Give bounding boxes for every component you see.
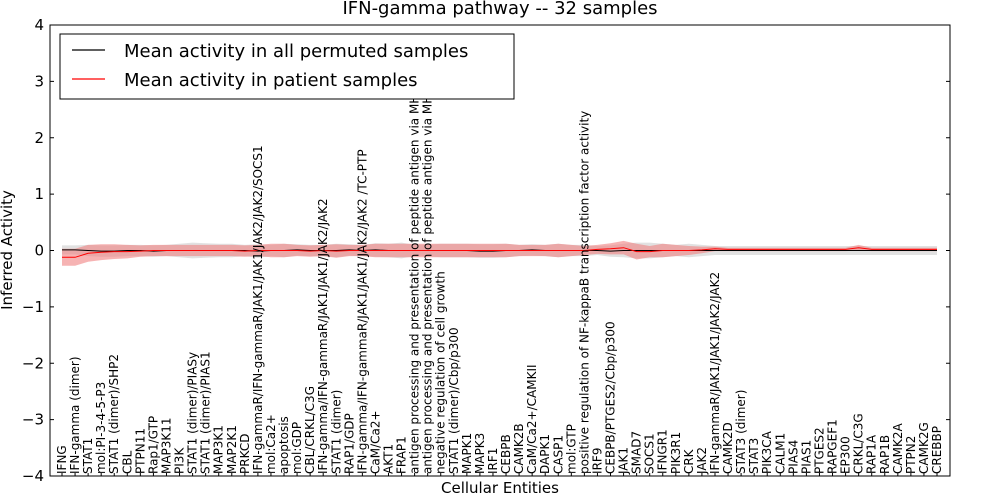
x-tick-label: MAPK1 xyxy=(460,433,474,474)
confidence-bands xyxy=(62,240,937,266)
x-tick-label: STAT1 (dimer) xyxy=(329,390,343,474)
x-tick-label: RAP1/GDP xyxy=(342,413,356,474)
x-tick-label: PIAS1 xyxy=(799,440,813,474)
x-tick-label: apoptosis xyxy=(277,416,291,474)
x-tick-label: PTGES2 xyxy=(813,427,827,474)
x-tick-label: PIK3R1 xyxy=(669,432,683,474)
x-tick-label: RAP1B xyxy=(878,435,892,474)
x-tick-label: MAP2K1 xyxy=(225,425,239,474)
x-tick-label: IRF9 xyxy=(590,448,604,474)
x-tick-label: FRAP1 xyxy=(395,436,409,474)
x-tick-label: mol:GTP xyxy=(564,424,578,474)
x-tick-label: PTPN2 xyxy=(904,436,918,474)
x-tick-label: CALM1 xyxy=(773,433,787,474)
x-tick-label: positive regulation of NF-kappaB transcr… xyxy=(577,111,591,474)
x-tick-label: CAMK2B xyxy=(512,423,526,474)
x-tick-label: STAT1 (dimer)/Cbp/p300 xyxy=(447,327,461,474)
x-tick-label: SOCS1 xyxy=(643,433,657,474)
legend: Mean activity in all permuted samples Me… xyxy=(59,33,515,100)
x-tick-label: EP300 xyxy=(839,436,853,474)
x-tick-label: PTPN11 xyxy=(133,428,147,474)
x-tick-label: AKT1 xyxy=(382,444,396,474)
x-tick-label: IFN-gammaR/JAK1/JAK1/JAK2/JAK2 xyxy=(708,272,722,474)
x-tick-label: CEBPB/PTGES2/Cbp/p300 xyxy=(604,321,618,474)
y-tick-label: 4 xyxy=(34,16,44,34)
x-tick-label: CREBBP xyxy=(930,426,944,474)
x-tick-label: CASP1 xyxy=(551,435,565,474)
x-tick-label: STAT1 (dimer)/PIAS1 xyxy=(199,351,213,474)
x-tick-label: IFNGR1 xyxy=(656,429,670,474)
x-tick-label: CAMK2A xyxy=(891,423,905,474)
x-tick-label: mol:Ca2+ xyxy=(264,414,278,474)
x-tick-label: MAP3K1 xyxy=(212,425,226,474)
x-tick-label: PIK3CA xyxy=(760,430,774,474)
x-tick-label: IFNG xyxy=(55,445,69,474)
x-tick-label: CAMK2D xyxy=(721,422,735,474)
y-tick-label: −2 xyxy=(22,354,44,372)
x-tick-label: CaM/Ca2+ xyxy=(368,410,382,474)
x-tick-label: MAP3K11 xyxy=(160,417,174,474)
x-tick-label: RAPGEF1 xyxy=(826,419,840,474)
x-tick-label: IFN-gamma/IFN-gammaR/JAK1/JAK1/JAK2/JAK2… xyxy=(355,149,369,474)
chart-title: IFN-gamma pathway -- 32 samples xyxy=(342,0,657,19)
x-tick-label: STAT3 xyxy=(747,438,761,474)
x-tick-label: STAT1 (dimer)/PIASy xyxy=(186,352,200,474)
y-tick-label: 0 xyxy=(34,242,44,260)
x-tick-label: Rap1/GTP xyxy=(146,416,160,474)
x-tick-label: PRKCD xyxy=(238,434,252,474)
x-tick-label: negative regulation of cell growth xyxy=(434,271,448,474)
legend-label-patient: Mean activity in patient samples xyxy=(124,70,418,91)
x-tick-label: CAMK2G xyxy=(917,422,931,474)
x-tick-label: CaM/Ca2+/CAMKII xyxy=(525,364,539,473)
x-axis-label: Cellular Entities xyxy=(441,479,559,497)
x-tick-label: STAT1 (dimer)/SHP2 xyxy=(107,354,121,474)
x-tick-label: CEBPB xyxy=(499,434,513,474)
x-tick-label: DAPK1 xyxy=(538,434,552,474)
x-tick-label: MAPK3 xyxy=(473,433,487,474)
x-tick-label: IFN-gamma/IFN-gammaR/JAK1/JAK1/JAK2/JAK2 xyxy=(316,198,330,474)
x-tick-label: PIAS4 xyxy=(786,440,800,474)
series-line-patient xyxy=(62,247,937,258)
x-tick-label: JAK1 xyxy=(617,447,631,475)
band-patient xyxy=(62,240,937,266)
x-tick-label: antigen processing and presentation of p… xyxy=(408,45,422,474)
legend-label-permuted: Mean activity in all permuted samples xyxy=(124,41,468,62)
x-tick-label: IRF1 xyxy=(486,448,500,474)
y-axis-label: Inferred Activity xyxy=(0,190,16,310)
legend-box xyxy=(59,33,515,100)
x-tick-label: mol:PI-3-4-5-P3 xyxy=(94,382,108,474)
y-axis: −4 −3 −2 −1 0 1 2 3 4 xyxy=(22,16,950,485)
y-tick-label: −3 xyxy=(22,411,44,429)
x-tick-label: STAT1 xyxy=(81,438,95,474)
x-tick-label: JAK2 xyxy=(695,447,709,475)
series-lines xyxy=(62,247,937,258)
x-tick-label: IFN-gammaR/IFN-gammaR/JAK1/JAK1/JAK2/JAK… xyxy=(251,145,265,474)
y-tick-label: −4 xyxy=(22,467,44,485)
y-tick-label: 1 xyxy=(34,185,44,203)
x-tick-labels: IFNG IFN-gamma (dimer) STAT1 mol:PI-3-4-5-P… xyxy=(55,42,944,476)
x-tick-label: antigen processing and presentation of p… xyxy=(421,42,435,474)
x-tick-label: PI3K xyxy=(173,447,187,474)
x-tick-label: CRKL/C3G xyxy=(852,413,866,474)
x-tick-label: mol:GDP xyxy=(290,422,304,474)
x-tick-label: SMAD7 xyxy=(630,431,644,474)
x-tick-label: IFN-gamma (dimer) xyxy=(68,356,82,474)
x-tick-label: RAP1A xyxy=(865,434,879,474)
x-tick-label: CRK xyxy=(682,448,696,474)
y-tick-label: 3 xyxy=(34,72,44,90)
x-tick-label: CBL xyxy=(120,450,134,474)
x-tick-label: CBL/CRKL/C3G xyxy=(303,386,317,474)
x-tick-label: STAT3 (dimer) xyxy=(734,390,748,474)
y-tick-label: 2 xyxy=(34,129,44,147)
y-tick-label: −1 xyxy=(22,298,44,316)
